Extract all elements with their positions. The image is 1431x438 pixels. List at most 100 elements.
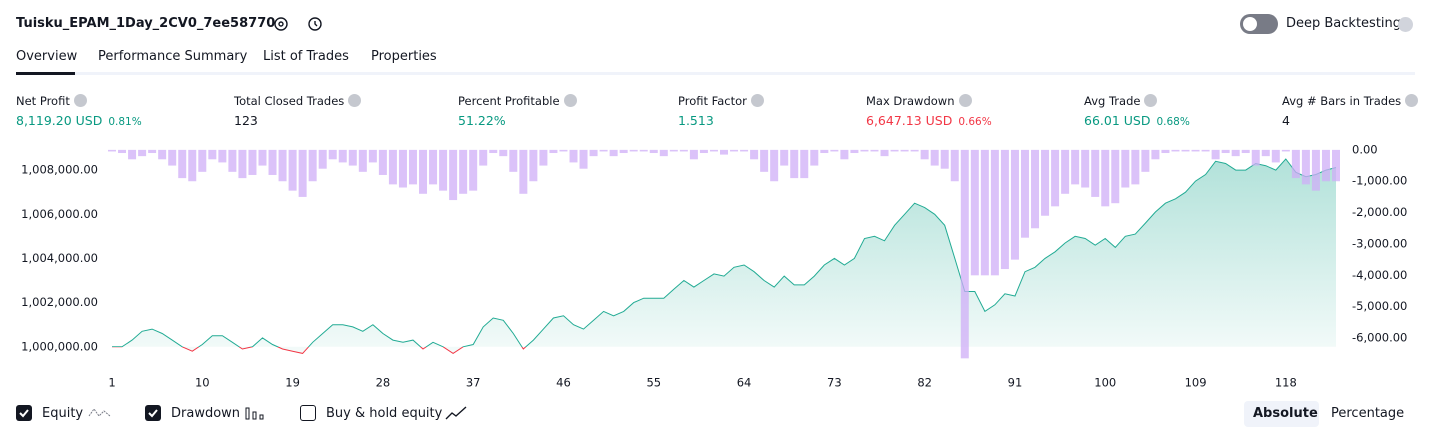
metric-value-row: 4	[1282, 113, 1290, 128]
y-tick-label: 1,000,000.00	[21, 339, 98, 353]
drawdown-bar	[408, 149, 417, 185]
drawdown-bar	[1231, 149, 1240, 157]
drawdown-bar	[649, 149, 658, 154]
drawdown-bar	[1221, 149, 1230, 154]
drawdown-bar	[509, 149, 518, 172]
mode-button[interactable]: Absolute	[1253, 406, 1318, 421]
drawdown-bar	[1311, 149, 1320, 191]
tab[interactable]: Overview	[16, 49, 78, 64]
drawdown-bar	[208, 149, 217, 160]
drawdown-bar	[1061, 149, 1070, 194]
drawdown-bar	[740, 149, 749, 152]
tab[interactable]: Performance Summary	[98, 49, 248, 64]
metric-value-row: 51.22%	[458, 113, 506, 128]
drawdown-bar	[1281, 149, 1290, 152]
title-icons[interactable]	[272, 14, 322, 34]
drawdown-bar	[218, 149, 227, 163]
legend-icon	[88, 408, 111, 417]
drawdown-bar	[178, 149, 187, 179]
drawdown-bar	[238, 149, 247, 179]
drawdown-bar	[449, 149, 458, 201]
drawdown-bar	[1201, 149, 1210, 152]
drawdown-bar	[1041, 149, 1050, 216]
drawdown-bar	[378, 149, 387, 175]
x-tick-label: 91	[1008, 376, 1023, 390]
tab-underline	[16, 72, 75, 75]
metric-value: 8,119.20 USD	[16, 113, 103, 128]
x-tick-label: 118	[1275, 376, 1297, 390]
drawdown-bar	[629, 149, 638, 152]
tab[interactable]: List of Trades	[263, 49, 349, 64]
metric-value: 1.513	[678, 113, 714, 128]
metric-value: 123	[234, 113, 258, 128]
drawdown-bar	[960, 149, 969, 359]
y2-tick-label: -2,000.00	[1352, 205, 1407, 219]
mode-button[interactable]: Percentage	[1331, 406, 1405, 421]
checkbox[interactable]	[16, 405, 32, 421]
drawdown-bar	[298, 149, 307, 197]
chart: 1,000,000.00 1,002,000.00 1,004,000.00 1,00…	[21, 142, 1407, 390]
drawdown-bar	[1111, 149, 1120, 204]
y-tick-label: 1,008,000.00	[21, 163, 98, 177]
drawdown-bar	[308, 149, 317, 182]
drawdown-bar	[268, 149, 277, 175]
drawdown-bar	[519, 149, 528, 194]
info-icon[interactable]	[750, 94, 764, 107]
drawdown-bar	[559, 149, 568, 152]
metric-label: Avg Trade	[1084, 94, 1141, 108]
drawdown-bar	[659, 149, 668, 157]
checkbox[interactable]	[145, 405, 161, 421]
x-tick-label: 100	[1094, 376, 1116, 390]
legend-label: Buy & hold equity	[326, 406, 443, 421]
drawdown-bar	[609, 149, 618, 157]
drawdown-bar	[479, 149, 488, 166]
toggle[interactable]	[1240, 14, 1278, 34]
drawdown-bar	[1171, 149, 1180, 152]
tab[interactable]: Properties	[371, 49, 437, 64]
info-icon[interactable]	[348, 94, 362, 107]
toggle-label: Deep Backtesting	[1286, 16, 1402, 31]
drawdown-bar	[1101, 149, 1110, 207]
drawdown-bar	[388, 149, 397, 185]
metric-label: Percent Profitable	[458, 94, 560, 108]
x-tick-label: 46	[556, 376, 571, 390]
drawdown-bar	[1241, 149, 1250, 154]
y2-tick-label: -5,000.00	[1352, 299, 1407, 313]
drawdown-bar	[880, 149, 889, 157]
metric-value-row: 1.513	[678, 113, 714, 128]
drawdown-bar	[760, 149, 769, 172]
y-tick-label: 1,006,000.00	[21, 207, 98, 221]
metric-value-row: 123	[234, 113, 258, 128]
checkbox[interactable]	[300, 405, 316, 421]
drawdown-bar	[800, 149, 809, 179]
x-tick-label: 64	[737, 376, 752, 390]
metric: Max Drawdown	[866, 94, 972, 108]
drawdown-bar	[158, 149, 167, 160]
info-icon[interactable]	[958, 94, 972, 107]
drawdown-bar	[1071, 149, 1080, 185]
drawdown-bar	[639, 149, 648, 152]
legend-icon	[445, 406, 467, 420]
help-icon[interactable]	[1398, 17, 1413, 32]
drawdown-bar	[1191, 149, 1200, 152]
equity-line	[112, 158, 1337, 354]
drawdown-bar	[398, 149, 407, 188]
drawdown-bar	[840, 149, 849, 160]
drawdown-bar	[910, 149, 919, 152]
info-icon[interactable]	[1144, 94, 1158, 107]
drawdown-bar	[499, 149, 508, 157]
drawdown-bar	[1031, 149, 1040, 229]
metric: Profit Factor	[678, 94, 764, 108]
info-icon[interactable]	[73, 94, 87, 107]
drawdown-bar	[368, 149, 377, 163]
drawdown-bar	[860, 149, 869, 152]
drawdown-bar	[820, 149, 829, 154]
drawdown-bar	[1291, 149, 1300, 179]
info-icon[interactable]	[563, 94, 577, 107]
tab-rule	[16, 72, 1415, 75]
drawdown-bar	[108, 149, 116, 152]
info-icon[interactable]	[1405, 94, 1419, 107]
drawdown-bar	[429, 149, 438, 185]
drawdown-bar	[679, 149, 688, 152]
